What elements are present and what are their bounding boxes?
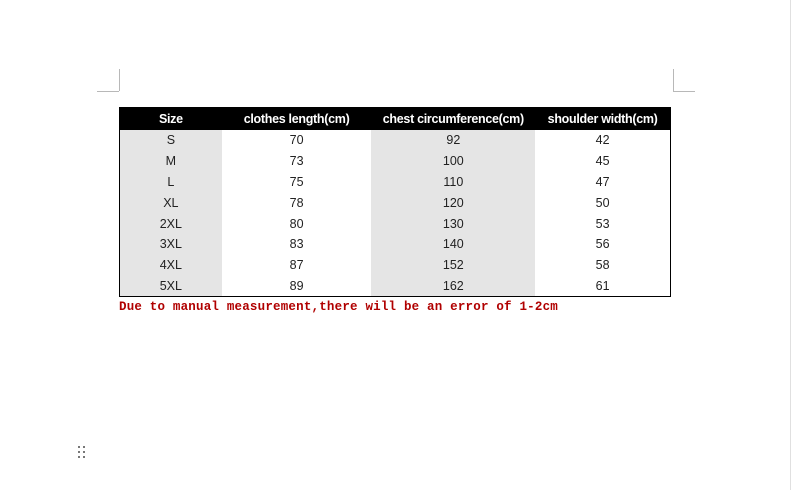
cell-shoulder: 56 — [595, 237, 610, 252]
cell-shoulder: 58 — [595, 258, 610, 273]
measurement-note: Due to manual measurement,there will be … — [119, 300, 558, 314]
cell-shoulder: 61 — [595, 278, 610, 293]
cell-clothes-length: 83 — [289, 237, 304, 252]
cell-chest: 92 — [371, 130, 536, 151]
cell-chest: 140 — [371, 233, 536, 255]
cell-clothes-length: 89 — [289, 278, 304, 293]
margin-corner-mark-right — [673, 69, 674, 91]
cell-clothes-length: 78 — [289, 195, 304, 210]
cell-size: 5XL — [119, 275, 222, 297]
table-row: 4XL 87 152 58 — [119, 254, 671, 276]
cell-chest: 100 — [371, 150, 536, 172]
cell-size: 2XL — [119, 213, 222, 234]
drag-handle-icon[interactable] — [78, 446, 88, 460]
cell-chest: 130 — [371, 213, 536, 234]
cell-shoulder: 50 — [595, 195, 610, 210]
header-clothes-length: clothes length(cm) — [221, 107, 372, 130]
cell-size: L — [119, 171, 222, 193]
header-shoulder: shoulder width(cm) — [535, 107, 671, 130]
cell-clothes-length: 87 — [289, 258, 304, 273]
margin-corner-mark-left — [97, 91, 119, 92]
cell-clothes-length: 75 — [289, 174, 304, 189]
cell-size: XL — [119, 192, 222, 214]
cell-clothes-length: 70 — [289, 133, 304, 148]
table-row: 2XL 80 130 53 — [119, 213, 671, 234]
table-row: 5XL 89 162 61 — [119, 275, 671, 297]
header-size: Size — [119, 107, 222, 130]
table-row: S 70 92 42 — [119, 130, 671, 151]
page-edge — [790, 0, 791, 490]
cell-shoulder: 42 — [595, 133, 610, 148]
cell-shoulder: 45 — [595, 154, 610, 169]
cell-size: M — [119, 150, 222, 172]
cell-size: 3XL — [119, 233, 222, 255]
header-chest: chest circumference(cm) — [371, 107, 536, 130]
table-row: L 75 110 47 — [119, 171, 671, 193]
table-row: 3XL 83 140 56 — [119, 233, 671, 255]
cell-clothes-length: 80 — [289, 216, 304, 231]
cell-shoulder: 47 — [595, 174, 610, 189]
margin-corner-mark-right — [673, 91, 695, 92]
cell-chest: 120 — [371, 192, 536, 214]
cell-chest: 152 — [371, 254, 536, 276]
cell-chest: 162 — [371, 275, 536, 297]
table-row: XL 78 120 50 — [119, 192, 671, 214]
table-row: M 73 100 45 — [119, 150, 671, 172]
size-chart-table: Size clothes length(cm) chest circumfere… — [119, 107, 671, 298]
table-header-row: Size clothes length(cm) chest circumfere… — [119, 107, 671, 130]
cell-shoulder: 53 — [595, 216, 610, 231]
cell-chest: 110 — [371, 171, 536, 193]
margin-corner-mark-left — [119, 69, 120, 91]
cell-clothes-length: 73 — [289, 154, 304, 169]
cell-size: 4XL — [119, 254, 222, 276]
cell-size: S — [119, 130, 222, 151]
